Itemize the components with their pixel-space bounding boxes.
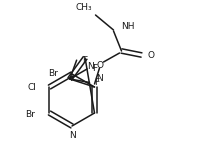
Text: Cl: Cl [28, 82, 37, 91]
Text: F: F [92, 64, 97, 73]
Text: N: N [69, 132, 75, 141]
Text: N: N [87, 62, 94, 71]
Text: Br: Br [26, 109, 36, 118]
Text: O: O [96, 61, 103, 70]
Text: NH: NH [122, 22, 135, 30]
Text: N: N [97, 74, 103, 82]
Text: Br: Br [48, 68, 58, 77]
Text: CH₃: CH₃ [76, 3, 93, 12]
Text: O: O [147, 51, 155, 60]
Text: F: F [95, 78, 100, 87]
Text: F: F [82, 56, 87, 65]
